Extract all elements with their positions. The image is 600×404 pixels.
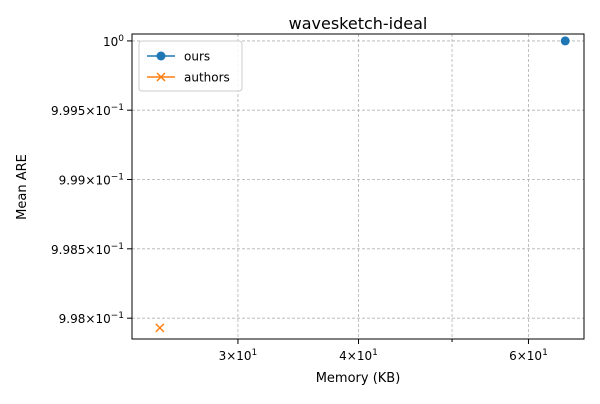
data-point-authors — [155, 323, 165, 333]
y-tick-label: 100 — [103, 34, 124, 49]
x-tick-label: 3×101 — [219, 348, 258, 363]
grid — [132, 34, 584, 339]
legend-marker — [156, 51, 166, 61]
chart-title: wavesketch-ideal — [289, 14, 428, 33]
y-tick-label: 9.995×10−1 — [51, 103, 124, 118]
y-tick-label: 9.98×10−1 — [59, 311, 124, 326]
plot-frame — [131, 33, 585, 340]
x-tick-label: 6×101 — [509, 348, 548, 363]
series-layer — [155, 36, 570, 333]
y-tick-label: 9.99×10−1 — [59, 172, 124, 187]
x-tick-label: 4×101 — [339, 348, 378, 363]
legend-label: authors — [184, 71, 230, 85]
y-axis-label: Mean ARE — [15, 154, 30, 220]
ticks: 3×101 4×101 6×101 100 9.995×10−1 9.99×10−1 9.9… — [51, 34, 548, 363]
x-axis-label: Memory (KB) — [316, 371, 401, 386]
legend: ours authors — [138, 40, 243, 92]
data-point-ours — [560, 36, 570, 46]
legend-label: ours — [184, 50, 210, 64]
legend-box — [138, 40, 243, 92]
legend-marker — [156, 72, 166, 82]
y-tick-label: 9.985×10−1 — [51, 242, 124, 257]
x-marker-stroke — [155, 323, 165, 333]
